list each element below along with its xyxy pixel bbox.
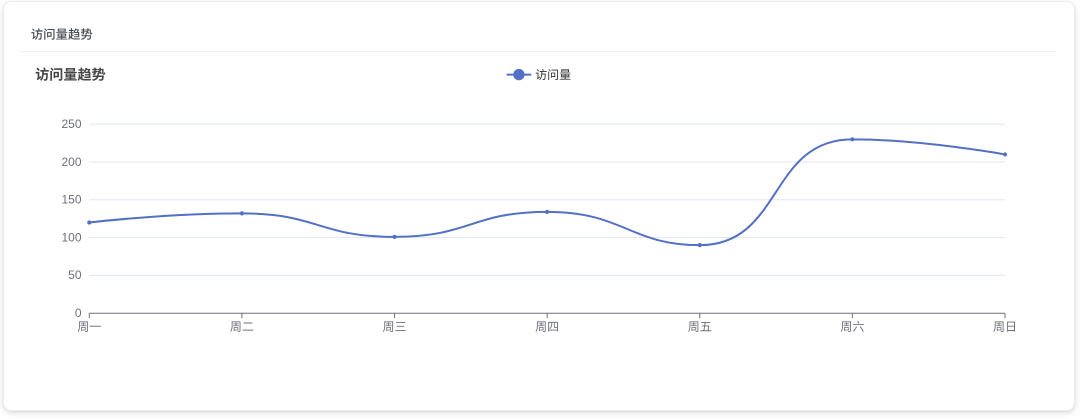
svg-text:0: 0 [75, 306, 82, 320]
svg-text:150: 150 [61, 193, 81, 207]
svg-text:250: 250 [61, 117, 81, 131]
svg-text:50: 50 [68, 268, 82, 282]
svg-text:200: 200 [61, 155, 81, 169]
svg-text:100: 100 [61, 230, 81, 244]
